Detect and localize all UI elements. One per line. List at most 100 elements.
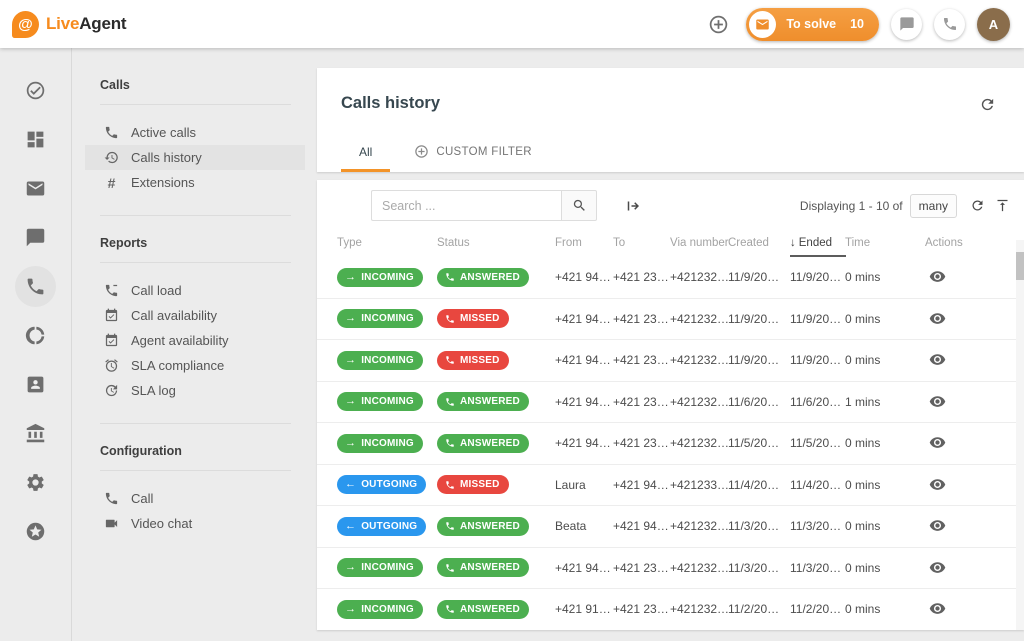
to-cell: +421 23…	[613, 561, 670, 575]
table-row[interactable]: → INCOMING ANSWERED +421 94… +421 23…	[317, 423, 1024, 465]
rail-automation[interactable]	[15, 315, 56, 356]
phone-icon	[445, 604, 455, 614]
col-ended-sorted[interactable]: ↓Ended	[790, 229, 846, 257]
tab-custom-filter[interactable]: CUSTOM FILTER	[396, 134, 549, 172]
rail-calls[interactable]	[15, 266, 56, 307]
forward-filter-button[interactable]	[624, 197, 642, 215]
rail-tasks[interactable]	[15, 70, 56, 111]
sidebar-item-sla-log[interactable]: SLA log	[100, 378, 291, 403]
col-type[interactable]: Type	[337, 237, 437, 249]
total-count-chip[interactable]: many	[910, 194, 957, 218]
view-call-button[interactable]	[927, 308, 948, 329]
direction-arrow-icon: →	[345, 562, 356, 573]
add-icon	[708, 14, 729, 35]
view-call-button[interactable]	[927, 474, 948, 495]
eye-icon	[929, 476, 946, 493]
side-menu: Calls Active calls Calls history # Exten…	[72, 48, 317, 641]
sidebar-item-label: Agent availability	[131, 333, 229, 348]
sidebar-item-call-config[interactable]: Call	[100, 486, 291, 511]
refresh-table-button[interactable]	[970, 198, 985, 213]
sidebar-item-agent-availability[interactable]: Agent availability	[100, 328, 291, 353]
refresh-button[interactable]	[979, 96, 996, 113]
avatar[interactable]: A	[977, 8, 1010, 41]
via-number-cell: +421233…	[670, 478, 728, 492]
table-row[interactable]: → INCOMING MISSED +421 94… +421 23…	[317, 299, 1024, 341]
table-row[interactable]: ← OUTGOING ANSWERED Beata +421 94…	[317, 506, 1024, 548]
phone-icon	[445, 480, 455, 490]
time-cell: 0 mins	[845, 270, 925, 284]
view-call-button[interactable]	[927, 266, 948, 287]
to-cell: +421 23…	[613, 353, 670, 367]
create-new-button[interactable]	[703, 9, 734, 40]
liveagent-logo[interactable]: @ LiveAgent	[12, 11, 126, 38]
ended-cell: 11/9/20…	[790, 270, 845, 284]
table-row[interactable]: ← OUTGOING MISSED Laura +421 94…	[317, 465, 1024, 507]
calls-button[interactable]	[934, 9, 965, 40]
view-call-button[interactable]	[927, 349, 948, 370]
ended-cell: 11/4/20…	[790, 478, 845, 492]
ended-cell: 11/5/20…	[790, 436, 845, 450]
table-row[interactable]: → INCOMING ANSWERED +421 91… +421 23…	[317, 589, 1024, 630]
rail-tickets[interactable]	[15, 168, 56, 209]
from-cell: +421 94…	[555, 395, 613, 409]
sidebar-item-call-availability[interactable]: Call availability	[100, 303, 291, 328]
rail-customers[interactable]	[15, 364, 56, 405]
rail-dashboard[interactable]	[15, 119, 56, 160]
hash-icon: #	[104, 175, 119, 191]
ended-cell: 11/6/20…	[790, 395, 845, 409]
sidebar-item-label: SLA compliance	[131, 358, 224, 373]
search-button[interactable]	[561, 190, 597, 221]
view-call-button[interactable]	[927, 515, 948, 536]
created-cell: 11/4/20…	[728, 478, 790, 492]
created-cell: 11/3/20…	[728, 519, 790, 533]
view-call-button[interactable]	[927, 598, 948, 619]
rail-chats[interactable]	[15, 217, 56, 258]
phone-icon	[25, 276, 46, 297]
sidebar-item-sla-compliance[interactable]: SLA compliance	[100, 353, 291, 378]
sidebar-item-calls-history[interactable]: Calls history	[85, 145, 305, 170]
col-to[interactable]: To	[613, 237, 670, 249]
call-type-badge: → INCOMING	[337, 558, 423, 577]
call-status-badge: ANSWERED	[437, 392, 529, 411]
view-call-button[interactable]	[927, 432, 948, 453]
sidebar-item-active-calls[interactable]: Active calls	[100, 120, 291, 145]
search-input[interactable]	[371, 190, 561, 221]
table-toolbar: Displaying 1 - 10 of many	[317, 180, 1024, 229]
to-solve-button[interactable]: To solve 10	[746, 8, 879, 41]
divider	[100, 262, 291, 263]
time-cell: 0 mins	[845, 436, 925, 450]
via-number-cell: +421232…	[670, 312, 728, 326]
view-call-button[interactable]	[927, 391, 948, 412]
refresh-icon	[979, 96, 996, 113]
direction-arrow-icon: ←	[345, 521, 356, 532]
col-from[interactable]: From	[555, 237, 613, 249]
sidebar-item-call-load[interactable]: Call load	[100, 278, 291, 303]
rail-settings[interactable]	[15, 462, 56, 503]
col-via[interactable]: Via number	[670, 237, 728, 249]
table-row[interactable]: → INCOMING MISSED +421 94… +421 23…	[317, 340, 1024, 382]
to-cell: +421 23…	[613, 270, 670, 284]
rail-upgrade[interactable]	[15, 511, 56, 552]
call-status-badge: ANSWERED	[437, 268, 529, 287]
table-row[interactable]: → INCOMING ANSWERED +421 94… +421 23…	[317, 257, 1024, 299]
col-status[interactable]: Status	[437, 237, 555, 249]
to-cell: +421 23…	[613, 395, 670, 409]
col-created[interactable]: Created	[728, 237, 790, 249]
col-time[interactable]: Time	[845, 237, 925, 249]
refresh-icon	[970, 198, 985, 213]
scrollbar-thumb[interactable]	[1016, 252, 1024, 280]
sidebar-item-video-chat[interactable]: Video chat	[100, 511, 291, 536]
chat-icon	[25, 227, 46, 248]
sidebar-item-extensions[interactable]: # Extensions	[100, 170, 291, 195]
table-row[interactable]: → INCOMING ANSWERED +421 94… +421 23…	[317, 382, 1024, 424]
chats-button[interactable]	[891, 9, 922, 40]
via-number-cell: +421232…	[670, 395, 728, 409]
table-scrollbar[interactable]	[1016, 240, 1024, 630]
time-cell: 0 mins	[845, 602, 925, 616]
via-number-cell: +421232…	[670, 353, 728, 367]
scroll-top-button[interactable]	[995, 198, 1010, 213]
tab-all[interactable]: All	[341, 134, 390, 172]
view-call-button[interactable]	[927, 557, 948, 578]
rail-organization[interactable]	[15, 413, 56, 454]
table-row[interactable]: → INCOMING ANSWERED +421 94… +421 23…	[317, 548, 1024, 590]
